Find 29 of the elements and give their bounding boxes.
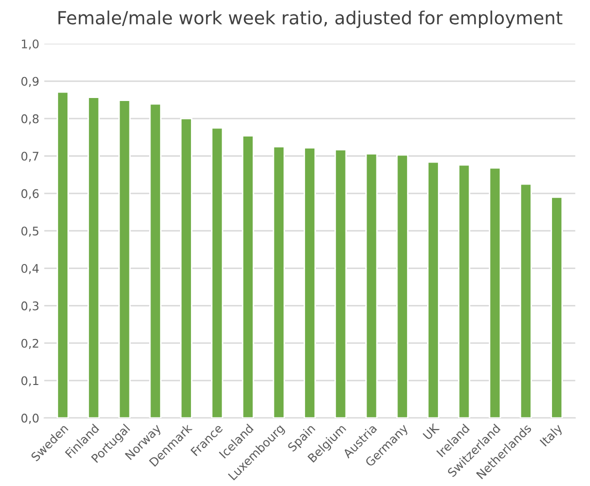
bar	[211, 127, 224, 418]
bar	[396, 154, 408, 418]
y-tick-label: 0,9	[21, 76, 39, 88]
bar	[458, 164, 470, 418]
y-tick-label: 0,8	[21, 114, 39, 124]
bar	[272, 146, 285, 418]
bar	[550, 196, 563, 418]
bar	[242, 135, 254, 418]
bar	[365, 153, 378, 418]
bar	[427, 161, 440, 418]
y-tick-label: 0,2	[21, 338, 38, 349]
bar	[56, 91, 69, 418]
bar	[149, 103, 162, 418]
y-tick-label: 0,5	[21, 226, 38, 237]
y-tick-label: 0,4	[21, 264, 39, 274]
bar	[304, 147, 316, 418]
bar	[520, 183, 532, 418]
y-tick-label: 0,3	[21, 301, 38, 312]
bar	[180, 118, 192, 418]
bar	[334, 148, 347, 418]
bar	[118, 100, 131, 418]
y-tick-label: 0,0	[21, 414, 39, 424]
y-tick-label: 1,0	[22, 39, 39, 50]
chart-title: Female/male work week ratio, adjusted for employment	[58, 10, 562, 28]
bar	[488, 167, 502, 418]
y-tick-label: 0,7	[21, 152, 38, 162]
y-tick-label: 0,1	[21, 376, 38, 386]
y-tick-label: 0,6	[21, 189, 39, 200]
bar	[88, 96, 100, 418]
